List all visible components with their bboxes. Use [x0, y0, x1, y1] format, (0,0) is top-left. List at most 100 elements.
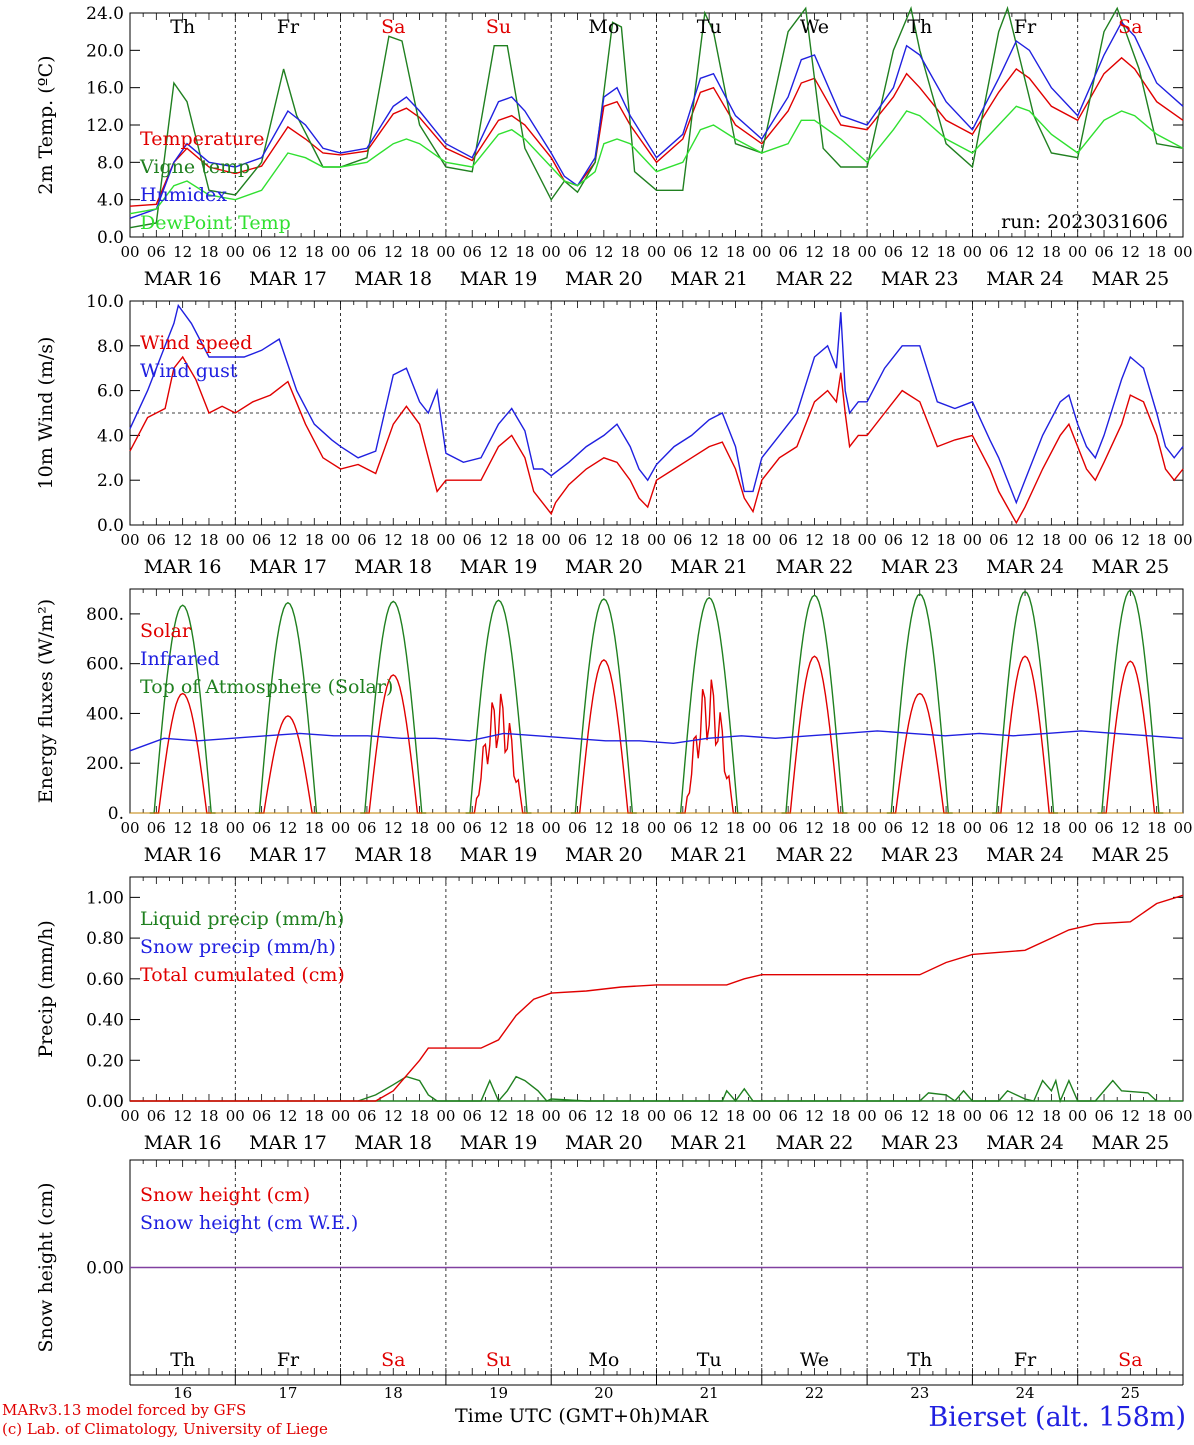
legend-entry: Humidex	[140, 184, 227, 206]
x-tick-label: 18	[199, 819, 218, 837]
x-tick-label: 18	[831, 819, 850, 837]
day-label: Su	[486, 16, 511, 38]
date-label: MAR 20	[565, 556, 643, 578]
y-tick-label: 0.0	[97, 228, 124, 248]
x-tick-label: 00	[858, 531, 877, 549]
model-credit: MARv3.13 model forced by GFS	[2, 1401, 247, 1419]
y-tick-label: 0.00	[86, 1092, 124, 1112]
x-tick-label: 12	[910, 531, 929, 549]
day-label: Sa	[381, 1349, 405, 1371]
x-tick-label: 12	[805, 531, 824, 549]
x-tick-label: 12	[700, 531, 719, 549]
x-tick-label: 12	[489, 243, 508, 261]
day-label: Fr	[277, 16, 300, 38]
solar-curve	[364, 674, 422, 814]
legend-entry: Top of Atmosphere (Solar)	[140, 676, 393, 698]
date-label: MAR 19	[460, 556, 538, 578]
date-label: MAR 18	[354, 844, 432, 866]
x-tick-label: 00	[436, 1107, 455, 1125]
x-tick-label: 18	[410, 531, 429, 549]
x-tick-label: 12	[805, 1107, 824, 1125]
x-tick-label: 12	[594, 243, 613, 261]
station-name: Bierset (alt. 158m)	[928, 1402, 1186, 1433]
x-tick-label: 06	[989, 531, 1008, 549]
date-label: MAR 25	[1091, 556, 1169, 578]
x-tick-label: 06	[1094, 819, 1113, 837]
x-tick-label: 06	[884, 531, 903, 549]
panel-frame	[129, 588, 1184, 814]
x-tick-label: 18	[831, 243, 850, 261]
y-tick-label: 24.0	[86, 4, 124, 24]
x-tick-label: 00	[120, 243, 139, 261]
panel-3: 00 06 12 18 00 06 12 18 00 06 12 18 00 06 12 18 00 06 12 18…	[35, 588, 1193, 866]
y-tick-label: 400.	[86, 704, 124, 724]
x-tick-label: 12	[384, 819, 403, 837]
x-tick-label: 00	[331, 243, 350, 261]
x-tick-label: 12	[278, 243, 297, 261]
series-line	[129, 303, 1184, 505]
x-tick-label: 00	[1173, 1107, 1192, 1125]
x-tick-label: 00	[1173, 243, 1192, 261]
day-number: 20	[594, 1384, 613, 1402]
day-label: Fr	[277, 1349, 300, 1371]
date-label: MAR 16	[144, 1132, 222, 1154]
solar-curve	[891, 692, 949, 814]
y-tick-label: 800.	[86, 605, 124, 625]
date-label: MAR 21	[670, 844, 748, 866]
solar-curve	[154, 692, 212, 814]
toa-curve	[255, 601, 321, 814]
series-line	[129, 105, 1184, 215]
y-axis-label: Snow height (cm)	[35, 1182, 57, 1352]
x-tick-label: 18	[1147, 819, 1166, 837]
x-tick-label: 06	[147, 243, 166, 261]
x-tick-label: 18	[831, 531, 850, 549]
y-axis-label: Precip (mm/h)	[35, 920, 57, 1058]
y-tick-label: 4.0	[97, 191, 124, 211]
x-tick-label: 00	[963, 819, 982, 837]
date-label: MAR 21	[670, 556, 748, 578]
x-tick-label: 18	[410, 243, 429, 261]
day-label: Tu	[697, 16, 722, 38]
date-label: MAR 23	[881, 844, 959, 866]
date-label: MAR 17	[249, 844, 327, 866]
y-tick-label: 8.0	[97, 153, 124, 173]
x-tick-label: 12	[173, 243, 192, 261]
date-label: MAR 17	[249, 268, 327, 290]
panel-1: 00 06 12 18 00 06 12 18 00 06 12 18 00 06 12 18 00 06 12 18…	[35, 4, 1193, 290]
time-axis-text: Time UTC (GMT+0h)	[455, 1405, 661, 1427]
x-tick-label: 06	[147, 819, 166, 837]
x-tick-label: 18	[937, 819, 956, 837]
x-tick-label: 12	[173, 819, 192, 837]
x-tick-label: 18	[726, 1107, 745, 1125]
day-number: 21	[700, 1384, 719, 1402]
x-tick-label: 18	[1042, 819, 1061, 837]
x-tick-label: 00	[542, 1107, 561, 1125]
day-number: 19	[489, 1384, 508, 1402]
x-tick-label: 18	[199, 531, 218, 549]
date-label: MAR 24	[986, 268, 1064, 290]
x-tick-label: 18	[515, 243, 534, 261]
x-tick-label: 00	[120, 819, 139, 837]
toa-curve	[465, 599, 532, 814]
legend-entry: Infrared	[140, 648, 220, 670]
x-tick-label: 12	[1121, 1107, 1140, 1125]
x-tick-label: 06	[357, 243, 376, 261]
x-tick-label: 12	[384, 1107, 403, 1125]
time-axis-label: Time UTC (GMT+0h)MAR	[455, 1405, 708, 1427]
date-label: MAR 24	[986, 844, 1064, 866]
x-tick-label: 06	[779, 1107, 798, 1125]
x-tick-label: 00	[436, 243, 455, 261]
x-tick-label: 06	[884, 1107, 903, 1125]
solar-curve	[680, 679, 738, 814]
x-tick-label: 00	[120, 531, 139, 549]
day-label: Th	[907, 1349, 932, 1371]
x-tick-label: 06	[673, 1107, 692, 1125]
panel-5: 0.00 Snow height (cm) Snow height (cm) Snow…	[35, 1159, 1184, 1402]
infrared-line	[129, 730, 1184, 752]
x-tick-label: 18	[726, 531, 745, 549]
x-tick-label: 00	[647, 819, 666, 837]
x-tick-label: 00	[752, 531, 771, 549]
solar-curve	[575, 659, 633, 814]
y-tick-label: 0.0	[97, 516, 124, 536]
day-number: 16	[173, 1384, 192, 1402]
